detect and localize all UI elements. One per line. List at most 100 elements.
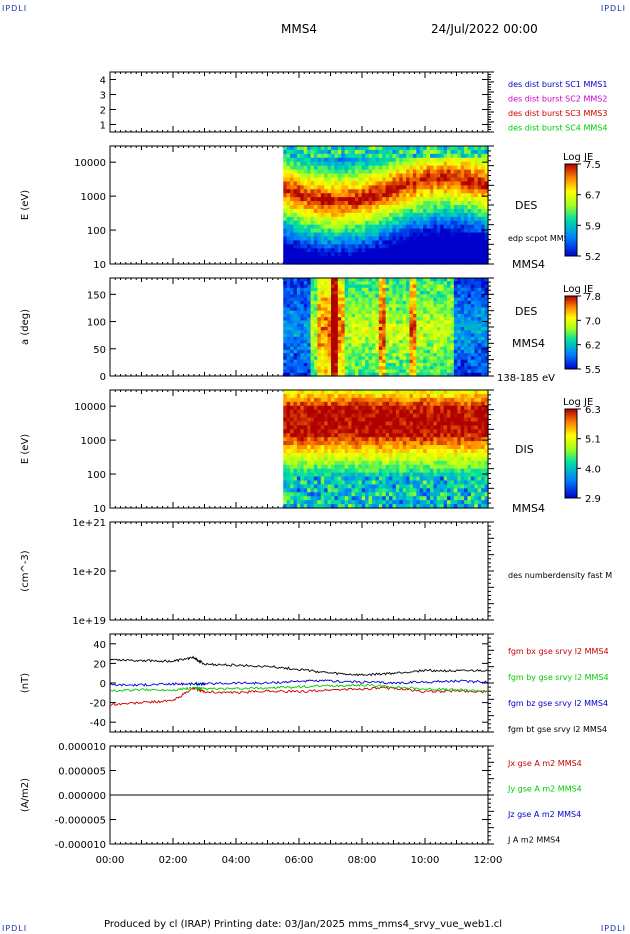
heatmap-cell bbox=[426, 281, 431, 286]
heatmap-cell bbox=[337, 330, 342, 335]
heatmap-cell bbox=[327, 153, 332, 159]
heatmap-cell bbox=[293, 397, 298, 403]
heatmap-cell bbox=[341, 405, 346, 411]
heatmap-cell bbox=[313, 169, 318, 175]
heatmap-cell bbox=[433, 220, 438, 226]
heatmap-cell bbox=[296, 409, 301, 415]
heatmap-cell bbox=[464, 244, 469, 249]
heatmap-cell bbox=[334, 401, 339, 407]
heatmap-cell bbox=[378, 146, 383, 151]
heatmap-cell bbox=[286, 445, 291, 450]
heatmap-cell bbox=[354, 244, 359, 249]
heatmap-cell bbox=[324, 278, 329, 282]
heatmap-cell bbox=[317, 212, 322, 218]
heatmap-cell bbox=[433, 320, 438, 325]
heatmap-cell bbox=[286, 488, 291, 493]
heatmap-cell bbox=[296, 417, 301, 423]
heatmap-cell bbox=[453, 323, 458, 328]
heatmap-cell bbox=[300, 193, 305, 198]
heatmap-cell bbox=[447, 359, 452, 364]
heatmap-cell bbox=[371, 278, 376, 282]
heatmap-cell bbox=[395, 228, 400, 234]
heatmap-cell bbox=[450, 185, 455, 190]
heatmap-cell bbox=[307, 281, 312, 286]
heatmap-cell bbox=[365, 310, 370, 315]
heatmap-cell bbox=[348, 484, 353, 489]
heatmap-cell bbox=[433, 359, 438, 364]
heatmap-cell bbox=[337, 449, 342, 454]
heatmap-cell bbox=[307, 330, 312, 335]
heatmap-cell bbox=[457, 369, 462, 374]
heatmap-cell bbox=[467, 304, 472, 308]
heatmap-cell bbox=[481, 157, 486, 163]
heatmap-cell bbox=[416, 366, 421, 371]
heatmap-cell bbox=[375, 169, 380, 175]
heatmap-cell bbox=[409, 197, 414, 202]
heatmap-cell bbox=[470, 362, 475, 367]
heatmap-cell bbox=[337, 323, 342, 328]
heatmap-cell bbox=[337, 149, 342, 155]
heatmap-cell bbox=[310, 369, 315, 374]
heatmap-cell bbox=[361, 307, 366, 312]
heatmap-cell bbox=[416, 212, 421, 218]
heatmap-cell bbox=[341, 417, 346, 423]
heatmap-cell bbox=[358, 205, 363, 210]
heatmap-cell bbox=[457, 216, 462, 222]
heatmap-cell bbox=[341, 189, 346, 194]
heatmap-cell bbox=[296, 177, 301, 182]
heatmap-cell bbox=[382, 256, 387, 261]
heatmap-cell bbox=[324, 236, 329, 241]
heatmap-cell bbox=[371, 333, 376, 338]
heatmap-cell bbox=[324, 397, 329, 403]
heatmap-cell bbox=[313, 291, 318, 295]
heatmap-cell bbox=[341, 397, 346, 403]
heatmap-cell bbox=[481, 165, 486, 171]
heatmap-cell bbox=[481, 220, 486, 226]
corner-label-top-right: IPDLI bbox=[600, 4, 626, 13]
heatmap-cell bbox=[296, 165, 301, 171]
heatmap-cell bbox=[406, 228, 411, 234]
heatmap-cell bbox=[320, 224, 325, 230]
heatmap-cell bbox=[385, 256, 390, 261]
heatmap-cell bbox=[371, 320, 376, 325]
heatmap-cell bbox=[310, 304, 315, 308]
heatmap-cell bbox=[368, 300, 373, 305]
heatmap-cell bbox=[354, 496, 359, 501]
heatmap-cell bbox=[470, 366, 475, 371]
heatmap-cell bbox=[313, 313, 318, 318]
heatmap-cell bbox=[348, 281, 353, 286]
heatmap-cell bbox=[310, 456, 315, 462]
heatmap-cell bbox=[296, 488, 301, 493]
heatmap-cell bbox=[464, 343, 469, 348]
heatmap-cell bbox=[443, 333, 448, 338]
heatmap-cell bbox=[433, 278, 438, 282]
heatmap-cell bbox=[313, 472, 318, 478]
heatmap-cell bbox=[440, 220, 445, 226]
heatmap-cell bbox=[440, 349, 445, 354]
heatmap-cell bbox=[457, 248, 462, 253]
heatmap-cell bbox=[354, 248, 359, 253]
heatmap-cell bbox=[337, 287, 342, 292]
heatmap-cell bbox=[300, 500, 305, 505]
heatmap-cell bbox=[371, 297, 376, 302]
heatmap-cell bbox=[457, 287, 462, 292]
heatmap-cell bbox=[337, 208, 342, 214]
heatmap-cell bbox=[286, 504, 291, 509]
heatmap-cell bbox=[443, 165, 448, 171]
heatmap-cell bbox=[402, 320, 407, 325]
heatmap-cell bbox=[327, 146, 332, 151]
heatmap-cell bbox=[324, 201, 329, 206]
heatmap-cell bbox=[395, 185, 400, 190]
heatmap-cell bbox=[348, 189, 353, 194]
heatmap-cell bbox=[310, 320, 315, 325]
heatmap-cell bbox=[365, 304, 370, 308]
heatmap-cell bbox=[477, 189, 482, 194]
heatmap-cell bbox=[392, 356, 397, 361]
heatmap-cell bbox=[344, 340, 349, 344]
heatmap-cell bbox=[310, 441, 315, 446]
heatmap-cell bbox=[286, 468, 291, 474]
heatmap-cell bbox=[484, 236, 489, 241]
heatmap-cell bbox=[389, 317, 394, 322]
heatmap-cell bbox=[419, 165, 424, 171]
heatmap-cell bbox=[307, 449, 312, 454]
